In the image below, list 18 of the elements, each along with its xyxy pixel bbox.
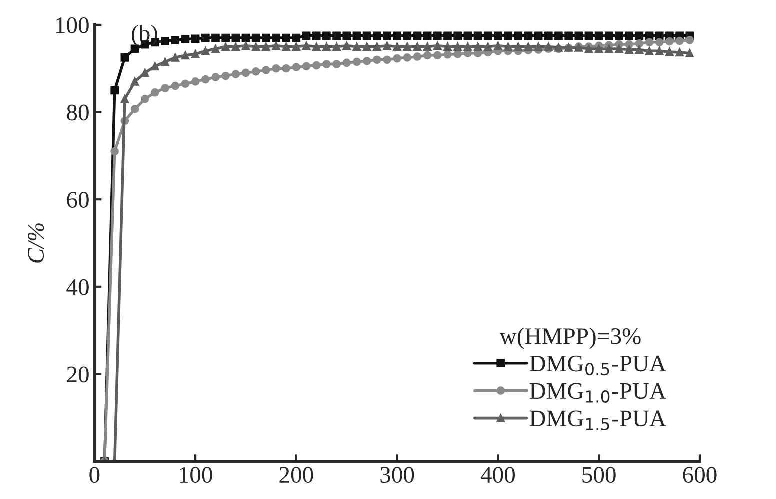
y-tick-label: 80 xyxy=(67,104,89,121)
legend-label: DMG$_{0.5}$-PUA xyxy=(530,356,666,376)
y-tick-label: 60 xyxy=(67,192,89,208)
legend-title: w(HMPP)=3% xyxy=(500,328,641,350)
legend-label: DMG$_{1.0}$-PUA xyxy=(530,383,666,404)
y-axis-title: C/% xyxy=(28,224,44,263)
x-tick-label: 300 xyxy=(380,467,414,484)
x-tick-label: 400 xyxy=(480,467,515,484)
x-tick-label: 500 xyxy=(582,467,616,484)
x-tick-label: 0 xyxy=(90,467,100,484)
y-tick-label: 100 xyxy=(56,17,89,34)
x-tick-label: 600 xyxy=(683,467,717,484)
x-tick-label: 200 xyxy=(280,467,314,484)
y-tick-label: 40 xyxy=(66,279,89,296)
legend-label: DMG$_{1.5}$-PUA xyxy=(530,410,666,430)
annotation: (b) xyxy=(132,24,158,46)
y-tick-label: 20 xyxy=(67,366,89,383)
x-tick-label: 100 xyxy=(180,467,212,484)
